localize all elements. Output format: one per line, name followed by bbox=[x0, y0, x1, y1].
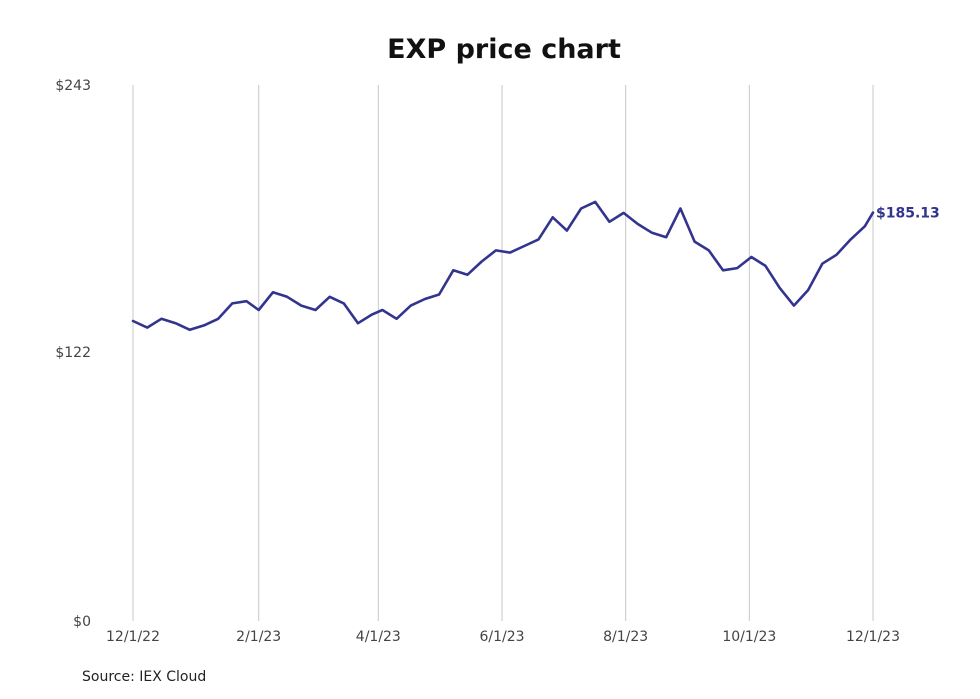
y-tick-label: $122 bbox=[55, 345, 91, 361]
x-tick-label: 12/1/22 bbox=[106, 629, 160, 645]
y-tick-label: $0 bbox=[73, 614, 91, 630]
last-price-label: $185.13 bbox=[876, 206, 940, 222]
x-tick-label: 12/1/23 bbox=[846, 629, 900, 645]
chart-title: EXP price chart bbox=[387, 34, 621, 65]
x-axis-ticks: 12/1/22 2/1/23 4/1/23 6/1/23 8/1/23 10/1/23 12… bbox=[106, 629, 900, 645]
x-tick-label: 10/1/23 bbox=[722, 629, 776, 645]
price-line bbox=[131, 200, 875, 332]
vertical-gridlines bbox=[132, 85, 874, 621]
source-note: Source: IEX Cloud bbox=[82, 669, 207, 685]
x-tick-label: 4/1/23 bbox=[356, 629, 401, 645]
y-axis-ticks: $243 $122 $0 bbox=[55, 78, 91, 630]
y-tick-label: $243 bbox=[55, 78, 91, 94]
x-tick-label: 2/1/23 bbox=[236, 629, 281, 645]
x-tick-label: 8/1/23 bbox=[603, 629, 648, 645]
x-tick-label: 6/1/23 bbox=[479, 629, 524, 645]
